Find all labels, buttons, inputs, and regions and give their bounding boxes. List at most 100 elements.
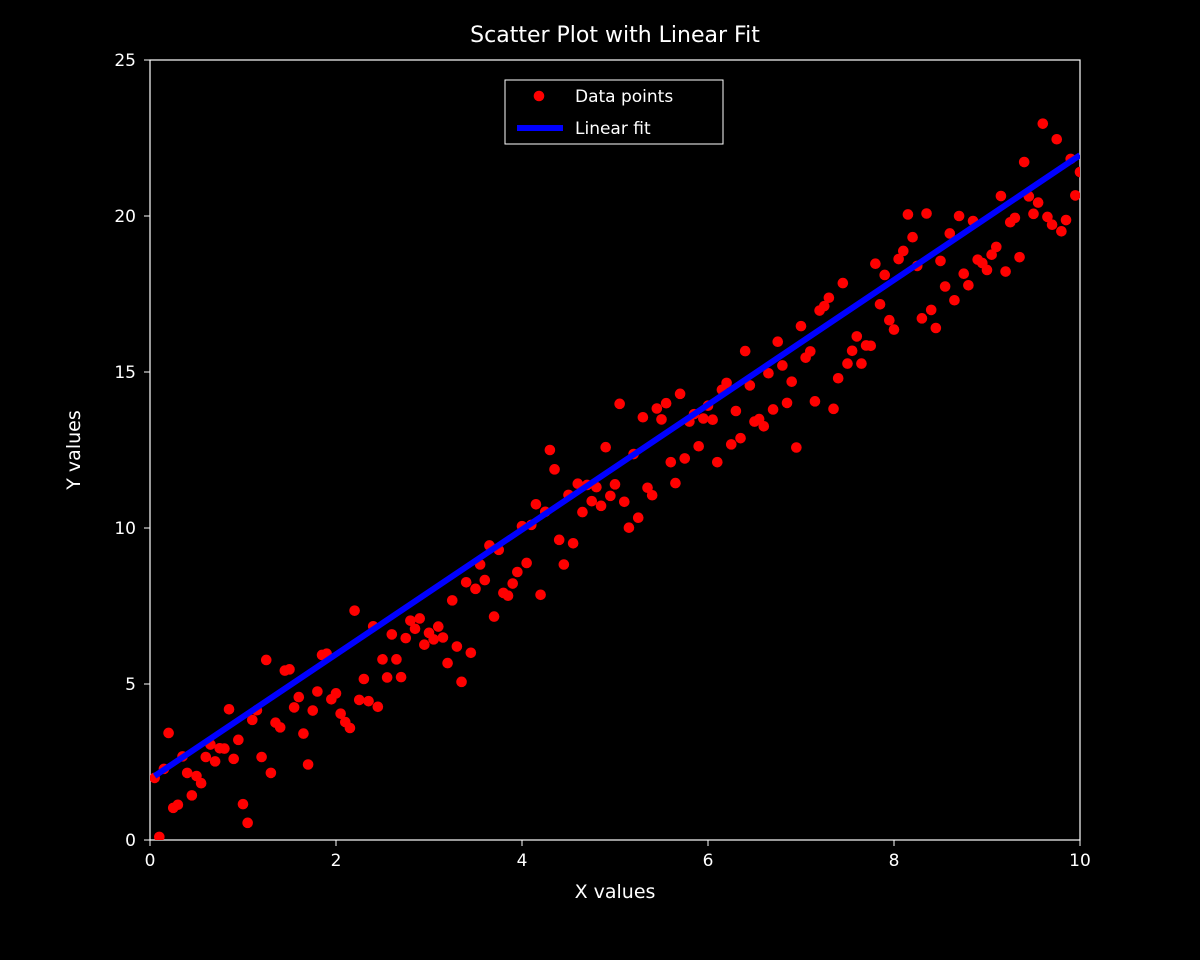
data-point xyxy=(521,558,532,569)
data-point xyxy=(298,728,309,739)
data-point xyxy=(838,278,849,289)
data-point xyxy=(466,648,477,659)
data-point xyxy=(963,280,974,291)
legend-label: Data points xyxy=(575,87,673,107)
data-point xyxy=(535,589,546,600)
data-point xyxy=(1000,266,1011,277)
legend: Data points Linear fit xyxy=(505,80,723,144)
y-tick-label: 10 xyxy=(114,519,136,539)
data-point xyxy=(233,735,244,746)
data-point xyxy=(312,686,323,697)
data-point xyxy=(810,396,821,407)
data-point xyxy=(884,315,895,326)
data-point xyxy=(512,567,523,578)
data-point xyxy=(1047,219,1058,230)
data-point xyxy=(173,799,184,810)
data-point xyxy=(600,442,611,453)
x-tick-label: 6 xyxy=(703,851,714,871)
data-point xyxy=(400,633,411,644)
data-point xyxy=(596,501,607,512)
data-point xyxy=(856,358,867,369)
data-point xyxy=(772,336,783,347)
data-point xyxy=(879,270,890,281)
data-point xyxy=(294,692,305,703)
data-point xyxy=(940,281,951,292)
data-point xyxy=(387,629,398,640)
data-point xyxy=(414,613,425,624)
data-point xyxy=(261,655,272,666)
data-point xyxy=(647,490,658,501)
data-point xyxy=(1019,157,1030,168)
data-point xyxy=(624,522,635,533)
y-tick-label: 25 xyxy=(114,51,136,71)
data-point xyxy=(224,704,235,715)
x-tick-label: 4 xyxy=(517,851,528,871)
data-point xyxy=(633,512,644,523)
data-point xyxy=(201,752,212,763)
data-point xyxy=(284,664,295,675)
data-point xyxy=(428,634,439,645)
data-point xyxy=(187,790,198,801)
data-point xyxy=(652,403,663,414)
data-point xyxy=(782,398,793,409)
data-point xyxy=(926,305,937,316)
data-point xyxy=(1028,209,1039,220)
data-point xyxy=(842,358,853,369)
data-point xyxy=(196,778,207,789)
data-point xyxy=(586,496,597,507)
data-point xyxy=(452,641,463,652)
data-point xyxy=(307,705,318,716)
data-point xyxy=(824,292,835,303)
data-point xyxy=(661,398,672,409)
x-tick-label: 8 xyxy=(889,851,900,871)
data-point xyxy=(461,577,472,588)
data-point xyxy=(331,688,342,699)
y-axis-label: Y values xyxy=(63,410,85,490)
data-point xyxy=(275,722,286,733)
data-point xyxy=(349,605,360,616)
data-point xyxy=(577,507,588,518)
data-point xyxy=(614,399,625,410)
data-point xyxy=(735,433,746,444)
data-point xyxy=(238,799,249,810)
data-point xyxy=(619,496,630,507)
data-point xyxy=(889,324,900,335)
data-point xyxy=(666,457,677,468)
data-point xyxy=(740,346,751,357)
data-point xyxy=(396,672,407,683)
data-point xyxy=(875,299,886,310)
data-point xyxy=(210,756,221,767)
data-point xyxy=(982,265,993,276)
data-point xyxy=(1070,190,1081,201)
data-point xyxy=(410,623,421,634)
x-tick-label: 0 xyxy=(145,851,156,871)
data-point xyxy=(554,535,565,546)
data-point xyxy=(545,445,556,456)
data-point xyxy=(289,702,300,713)
data-point xyxy=(847,345,858,356)
x-tick-label: 2 xyxy=(331,851,342,871)
legend-label: Linear fit xyxy=(575,119,651,139)
data-point xyxy=(363,696,374,707)
data-point xyxy=(796,321,807,332)
data-point xyxy=(870,258,881,269)
data-point xyxy=(447,595,458,606)
data-point xyxy=(712,457,723,468)
data-point xyxy=(219,743,230,754)
data-point xyxy=(954,211,965,222)
data-point xyxy=(693,441,704,452)
data-point xyxy=(480,575,491,586)
chart-title: Scatter Plot with Linear Fit xyxy=(470,23,760,48)
x-tick-label: 10 xyxy=(1069,851,1091,871)
data-point xyxy=(991,242,1002,253)
data-point xyxy=(303,759,314,770)
data-point xyxy=(549,464,560,475)
data-point xyxy=(605,491,616,502)
data-point xyxy=(786,376,797,387)
data-point xyxy=(442,658,453,669)
data-point xyxy=(921,208,932,219)
legend-marker xyxy=(534,91,545,102)
data-point xyxy=(531,499,542,510)
data-point xyxy=(791,442,802,453)
data-point xyxy=(182,768,193,779)
